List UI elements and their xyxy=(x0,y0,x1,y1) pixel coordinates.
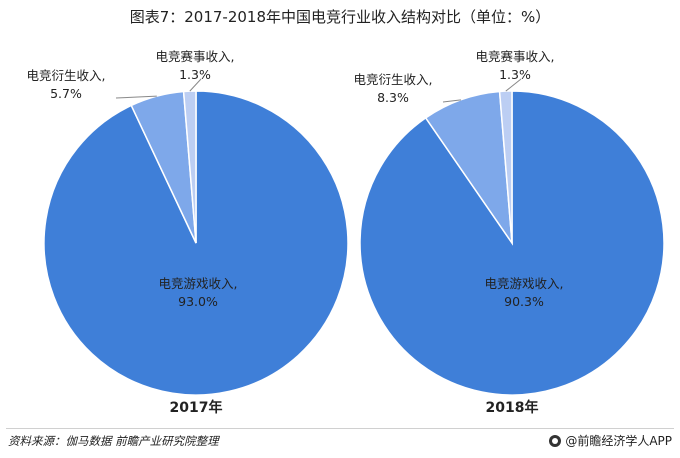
footer-divider xyxy=(6,428,674,429)
slice-value-label-1-1: 8.3% xyxy=(377,90,409,105)
leader-line-1-1 xyxy=(442,99,461,103)
pie-chart-2018: 电竞游戏收入, 90.3% 电竞衍生收入, 8.3% 电竞赛事收入, 1.3% 2018年 xyxy=(354,49,665,416)
pie-year-label-1: 2018年 xyxy=(486,399,539,416)
slice-name-label-0-0: 电竞游戏收入, xyxy=(159,276,238,291)
pie-slice-0-2 xyxy=(182,90,197,244)
leader-line-0-1 xyxy=(115,95,157,99)
slice-name-label-0-1: 电竞衍生收入, xyxy=(27,68,106,83)
slice-value-label-0-2: 1.3% xyxy=(179,67,211,82)
chart-title: 图表7：2017-2018年中国电竞行业收入结构对比（单位：%） xyxy=(129,8,551,26)
brand-text: @前瞻经济学人APP xyxy=(565,434,672,448)
source-note: 资料来源：伽马数据 前瞻产业研究院整理 xyxy=(8,434,219,448)
brand-logo-icon xyxy=(549,434,562,447)
slice-name-label-1-1: 电竞衍生收入, xyxy=(354,72,433,87)
brand-credit: @前瞻经济学人APP xyxy=(549,432,672,449)
slice-name-label-1-2: 电竞赛事收入, xyxy=(476,49,555,64)
slice-value-label-1-2: 1.3% xyxy=(499,67,531,82)
slice-name-label-0-2: 电竞赛事收入, xyxy=(156,49,235,64)
slice-value-label-1-0: 90.3% xyxy=(504,294,544,309)
leader-line-0-2 xyxy=(189,78,202,92)
pie-year-label-0: 2017年 xyxy=(170,399,223,416)
slice-name-label-1-0: 电竞游戏收入, xyxy=(485,276,564,291)
pie-chart-2017: 电竞游戏收入, 93.0% 电竞衍生收入, 5.7% 电竞赛事收入, 1.3% 2017年 xyxy=(27,49,349,416)
slice-value-label-0-1: 5.7% xyxy=(50,86,82,101)
leader-line-1-2 xyxy=(505,78,522,92)
slice-value-label-0-0: 93.0% xyxy=(178,294,218,309)
